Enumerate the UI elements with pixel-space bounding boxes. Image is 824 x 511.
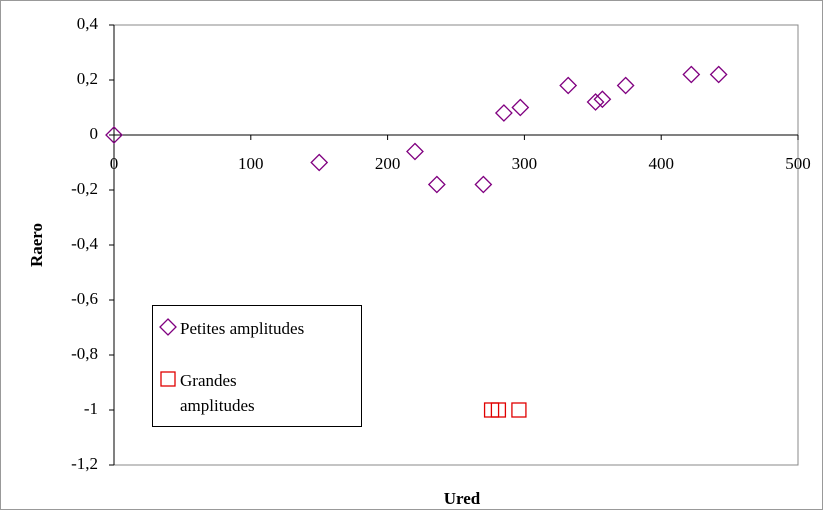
point — [105, 126, 123, 144]
x-tick-label: 200 — [375, 154, 401, 173]
x-tick-label: 400 — [648, 154, 674, 173]
legend-label: Grandes amplitudes — [180, 371, 255, 415]
y-tick-label: -1,2 — [71, 454, 98, 473]
point — [427, 175, 446, 194]
x-tick-label: 300 — [512, 154, 538, 173]
point — [490, 402, 507, 418]
y-tick-label: -0,6 — [71, 289, 98, 308]
point — [160, 371, 176, 387]
x-tick-label: 0 — [110, 154, 119, 173]
point — [310, 153, 329, 172]
legend-icon — [159, 318, 177, 336]
legend: Petites amplitudes Grandes amplitudes — [152, 305, 362, 427]
x-tick-label: 100 — [238, 154, 264, 173]
x-axis-label: Ured — [444, 489, 481, 508]
y-tick-label: -1 — [84, 399, 98, 418]
y-tick-label: 0,2 — [77, 69, 98, 88]
legend-entry: Grandes amplitudes — [159, 368, 300, 418]
y-tick-label: -0,4 — [71, 234, 98, 253]
y-axis-label: Raero — [27, 223, 46, 267]
legend-icon — [160, 371, 176, 387]
point — [709, 65, 728, 84]
point — [616, 76, 635, 95]
point — [494, 104, 513, 122]
legend-label: Petites amplitudes — [180, 319, 305, 338]
point — [474, 175, 493, 194]
point — [159, 318, 177, 336]
point — [511, 98, 530, 117]
y-tick-label: -0,2 — [71, 179, 98, 198]
y-tick-label: -0,8 — [71, 344, 98, 363]
point — [593, 90, 612, 109]
legend-entry: Petites amplitudes — [159, 316, 370, 341]
point — [511, 402, 527, 418]
point — [682, 65, 701, 84]
x-tick-label: 500 — [785, 154, 811, 173]
y-tick-label: 0 — [90, 124, 99, 143]
point — [406, 142, 424, 161]
y-tick-label: 0,4 — [77, 14, 99, 33]
point — [586, 93, 605, 111]
point — [559, 76, 578, 95]
